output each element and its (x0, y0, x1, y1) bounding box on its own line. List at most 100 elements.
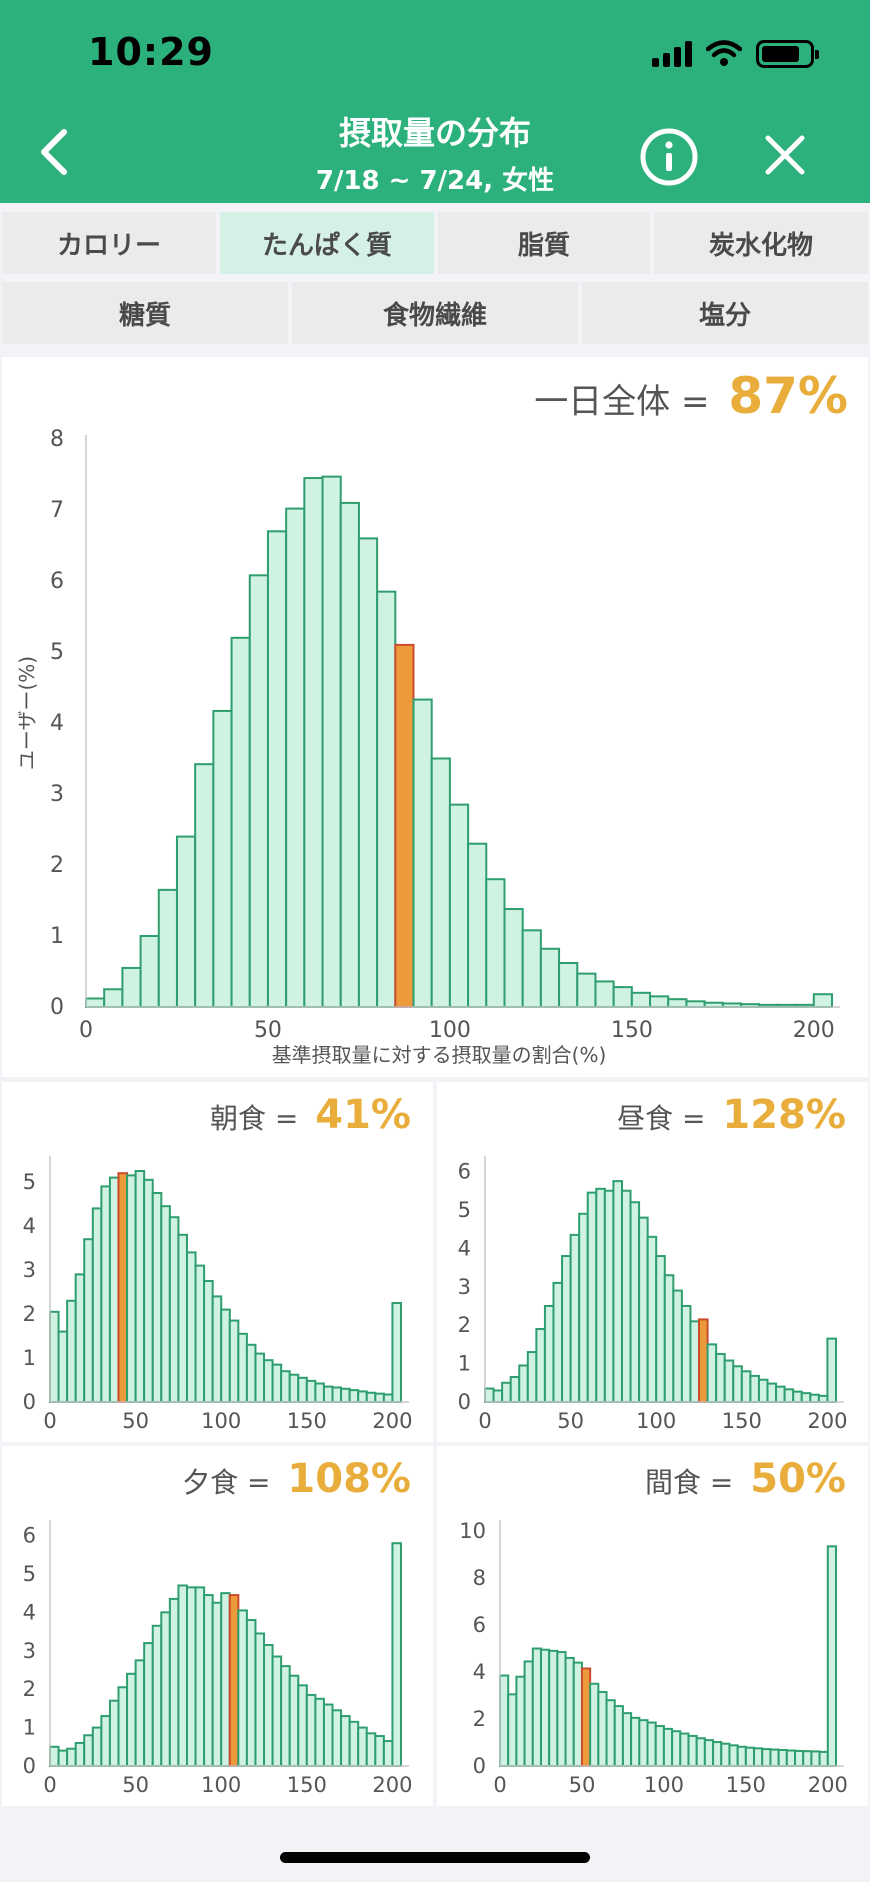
histogram-bar (548, 1649, 559, 1767)
tab-sugar[interactable]: 糖質 (2, 282, 288, 344)
histogram-bar (365, 1732, 377, 1768)
daily-total-label: 一日全体 (534, 382, 671, 422)
histogram-bar (271, 1655, 283, 1767)
histogram-bar (663, 1274, 675, 1403)
tab-calorie[interactable]: カロリー (2, 212, 216, 274)
status-icons (652, 40, 819, 68)
histogram-bar (314, 1697, 325, 1767)
histogram-bar (485, 878, 506, 1009)
back-chevron-icon[interactable] (30, 120, 82, 184)
histogram-bar (126, 1672, 137, 1767)
x-tick-label: 0 (493, 1773, 506, 1797)
y-tick-label: 0 (50, 995, 64, 1020)
info-icon[interactable] (638, 126, 700, 188)
histogram-bar (168, 1216, 180, 1403)
x-tick-label: 50 (557, 1409, 584, 1433)
y-tick-label: 0 (458, 1390, 471, 1414)
histogram-bar (220, 1592, 231, 1767)
histogram-bar (168, 1597, 180, 1767)
histogram-bar (785, 1749, 797, 1767)
histogram-bar (621, 1712, 633, 1768)
x-tick-label: 200 (808, 1773, 848, 1797)
histogram-bar (121, 966, 142, 1009)
histogram-bar (314, 1382, 325, 1403)
histogram-bar (800, 1392, 812, 1403)
x-tick-label: 100 (201, 1773, 241, 1797)
histogram-bar (556, 1651, 567, 1767)
snack-label: 間食 (644, 1466, 701, 1499)
y-tick-label: 3 (50, 782, 64, 807)
tab-dietary-fiber[interactable]: 食物繊維 (292, 282, 578, 344)
tab-fat[interactable]: 脂質 (438, 212, 650, 274)
x-tick-label: 150 (611, 1018, 653, 1043)
histogram-bar (552, 1281, 564, 1404)
histogram-bar (654, 1725, 665, 1768)
histogram-bar (744, 1746, 756, 1768)
x-tick-label: 100 (636, 1409, 676, 1433)
histogram-bar (605, 1699, 616, 1767)
histogram-bar (382, 1740, 394, 1767)
histogram-bar (74, 1741, 86, 1768)
histogram-bar (108, 1699, 120, 1767)
tab-salt[interactable]: 塩分 (582, 282, 868, 344)
histogram-bar (448, 803, 470, 1008)
dinner-histogram: 0 1 2 3 4 5 6 0 50 100 150 200 (23, 1520, 412, 1797)
y-tick-label: 6 (473, 1613, 486, 1637)
histogram-bar (589, 1682, 600, 1767)
histogram-bar (629, 1201, 641, 1403)
y-tick-label: 0 (473, 1754, 486, 1778)
histogram-bar (160, 1205, 171, 1403)
histogram-bar (303, 477, 324, 1009)
histogram-bar (237, 1332, 248, 1403)
histogram-bar (151, 1192, 163, 1403)
histogram-bar (826, 1545, 837, 1767)
y-tick-label: 3 (458, 1275, 471, 1299)
histogram-bar (194, 1586, 206, 1767)
histogram-bar (720, 1742, 731, 1768)
histogram-bar (245, 1619, 257, 1767)
histogram-bar (695, 1737, 706, 1767)
snack-title: 間食 = 50% (644, 1456, 846, 1502)
histogram-bar (706, 1343, 718, 1403)
histogram-bar (245, 1343, 257, 1403)
home-indicator[interactable] (280, 1852, 590, 1863)
y-tick-label: 3 (23, 1258, 36, 1282)
y-tick-label: 5 (458, 1198, 471, 1222)
histogram-bar (749, 1374, 760, 1403)
histogram-bar (228, 1319, 240, 1404)
histogram-bar (100, 1715, 111, 1768)
histogram-bar (108, 1176, 120, 1403)
histogram-bar (672, 1289, 683, 1404)
x-tick-label: 100 (201, 1409, 241, 1433)
tab-protein[interactable]: たんぱく質 (220, 212, 434, 274)
tab-carbohydrate[interactable]: 炭水化物 (654, 212, 868, 274)
histogram-bar (160, 1611, 171, 1767)
histogram-bar (817, 1394, 829, 1404)
histogram-bar (809, 1393, 820, 1404)
histogram-bar (212, 709, 233, 1008)
histogram-bar (685, 1000, 706, 1009)
close-icon[interactable] (760, 130, 810, 180)
breakfast-title: 朝食 = 41% (209, 1092, 411, 1138)
histogram-bar (297, 1684, 308, 1767)
histogram-bar (175, 835, 197, 1008)
histogram-bar (143, 1642, 154, 1767)
histogram-bar (655, 1255, 666, 1403)
histogram-bar (757, 1378, 769, 1404)
histogram-bar (630, 1716, 641, 1768)
histogram-bar (723, 1359, 735, 1403)
lunch-histogram: 0 1 2 3 4 5 6 0 50 100 150 200 (458, 1156, 847, 1433)
histogram-bar (535, 1328, 546, 1403)
histogram-bar (365, 1391, 377, 1404)
y-tick-label: 8 (473, 1566, 486, 1590)
histogram-bar (810, 1750, 821, 1768)
histogram-bar (374, 1735, 385, 1767)
histogram-bar (612, 986, 633, 1008)
histogram-bar (126, 1174, 137, 1404)
y-tick-label: 5 (23, 1170, 36, 1194)
y-tick-label: 0 (23, 1754, 36, 1778)
histogram-bar (357, 537, 379, 1008)
histogram-bar (348, 1389, 360, 1403)
wifi-icon (706, 40, 742, 66)
